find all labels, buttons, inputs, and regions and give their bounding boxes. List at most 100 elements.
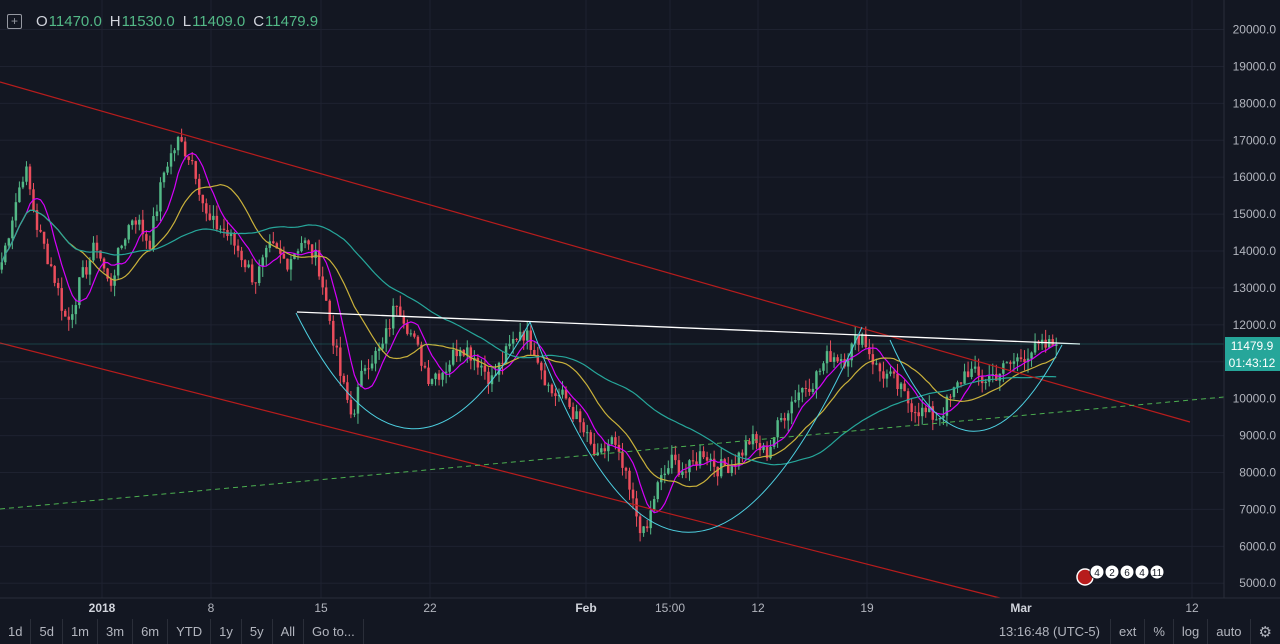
candle-body	[21, 181, 25, 188]
event-badge-4	[1149, 564, 1165, 580]
time-tick-6: 12	[751, 601, 765, 615]
candle-body	[868, 347, 871, 355]
candle-body	[649, 510, 652, 529]
range-all-button[interactable]: All	[273, 619, 305, 644]
candle-body	[268, 241, 272, 248]
candle-body	[984, 381, 987, 384]
candle-body	[437, 373, 441, 380]
price-tick-12: 8000.0	[1239, 465, 1276, 479]
candle-body	[1040, 339, 1044, 344]
candle-body	[183, 141, 187, 157]
resistance-neckline	[296, 311, 1081, 345]
percent-toggle[interactable]: %	[1144, 619, 1173, 644]
time-tick-8: Mar	[1010, 601, 1032, 615]
candle-body	[593, 443, 596, 456]
candle-body	[1055, 344, 1058, 347]
candle-body	[1016, 357, 1019, 362]
event-badge-label-3: 4	[1139, 568, 1145, 579]
candle-body	[794, 400, 797, 402]
range-5y-button[interactable]: 5y	[242, 619, 273, 644]
price-tick-14: 6000.0	[1239, 539, 1276, 553]
range-ytd-button[interactable]: YTD	[168, 619, 212, 644]
candle-body	[945, 396, 949, 416]
candle-body	[374, 350, 377, 364]
candle-body	[434, 373, 437, 380]
candle-body	[406, 323, 409, 334]
candle-body	[518, 331, 522, 340]
time-axis[interactable]: 2018 8 15 22 Feb 15:00 12 19 Mar 12	[89, 601, 1199, 615]
candle-body	[829, 351, 832, 362]
candle-body	[931, 406, 935, 420]
candle-body	[1023, 359, 1026, 363]
candle-body	[987, 375, 991, 382]
range-1d-button[interactable]: 1d	[0, 619, 32, 644]
time-tick-7: 19	[860, 601, 874, 615]
candle-body	[903, 383, 906, 392]
candle-body	[162, 172, 166, 183]
event-badges[interactable]: 4 2 6 4 11	[1076, 564, 1165, 586]
time-tick-1: 8	[208, 601, 215, 615]
candle-body	[53, 266, 56, 283]
candle-body	[526, 330, 529, 341]
candle-body	[801, 388, 804, 393]
candle-body	[46, 243, 49, 265]
candle-body	[857, 335, 860, 345]
auto-toggle[interactable]: auto	[1207, 619, 1249, 644]
candle-body	[18, 187, 21, 203]
candle-body	[81, 267, 85, 278]
candle-body	[458, 349, 462, 357]
candle-body	[11, 220, 14, 239]
cup-left-arc	[295, 312, 531, 430]
candle-body	[667, 468, 670, 474]
event-badge-label-2: 6	[1124, 568, 1130, 579]
clock-label[interactable]: 13:16:48 (UTC-5)	[998, 624, 1100, 639]
candle-body	[349, 399, 353, 415]
candle-body	[783, 418, 786, 421]
candle-body	[296, 251, 300, 254]
candle-body	[628, 470, 631, 490]
price-axis[interactable]: 20000.0 19000.0 18000.0 17000.0 16000.0 15000…	[1233, 23, 1277, 591]
event-badge-2	[1119, 564, 1135, 580]
candle-body	[233, 233, 236, 246]
candle-body	[208, 213, 212, 220]
candle-body	[102, 258, 106, 269]
range-6m-button[interactable]: 6m	[133, 619, 169, 644]
candle-body	[825, 351, 829, 364]
candle-body	[977, 366, 980, 376]
range-1m-button[interactable]: 1m	[63, 619, 98, 644]
candle-body	[346, 382, 349, 400]
candle-body	[751, 434, 755, 445]
candle-body	[656, 482, 659, 500]
price-tick-15: 5000.0	[1239, 576, 1276, 590]
candle-body	[924, 407, 927, 413]
last-price-tag-bg	[1225, 337, 1280, 371]
candle-body	[607, 443, 610, 452]
candle-body	[765, 445, 769, 459]
candle-body	[487, 371, 490, 385]
price-tick-3: 17000.0	[1233, 133, 1277, 147]
settings-gear-icon[interactable]: ⚙	[1249, 619, 1280, 644]
range-3m-button[interactable]: 3m	[98, 619, 134, 644]
candle-body	[127, 225, 130, 240]
candle-body	[141, 219, 145, 235]
candle-body	[846, 360, 850, 367]
candle-body	[423, 365, 427, 368]
candle-body	[201, 194, 205, 204]
go-to-button[interactable]: Go to...	[304, 619, 364, 644]
log-toggle[interactable]: log	[1172, 619, 1207, 644]
candle-body	[286, 258, 289, 270]
candle-body	[536, 355, 540, 363]
time-tick-3: 22	[423, 601, 437, 615]
candle-body	[624, 467, 628, 471]
candle-body	[236, 245, 240, 251]
candle-body	[413, 333, 416, 337]
candle-body	[998, 373, 1002, 381]
range-5d-button[interactable]: 5d	[31, 619, 63, 644]
expand-icon[interactable]: +	[7, 13, 22, 29]
candle-body	[973, 366, 977, 369]
candle-body	[681, 471, 684, 475]
range-1y-button[interactable]: 1y	[211, 619, 242, 644]
candle-body	[388, 328, 391, 330]
ext-toggle[interactable]: ext	[1109, 619, 1144, 644]
